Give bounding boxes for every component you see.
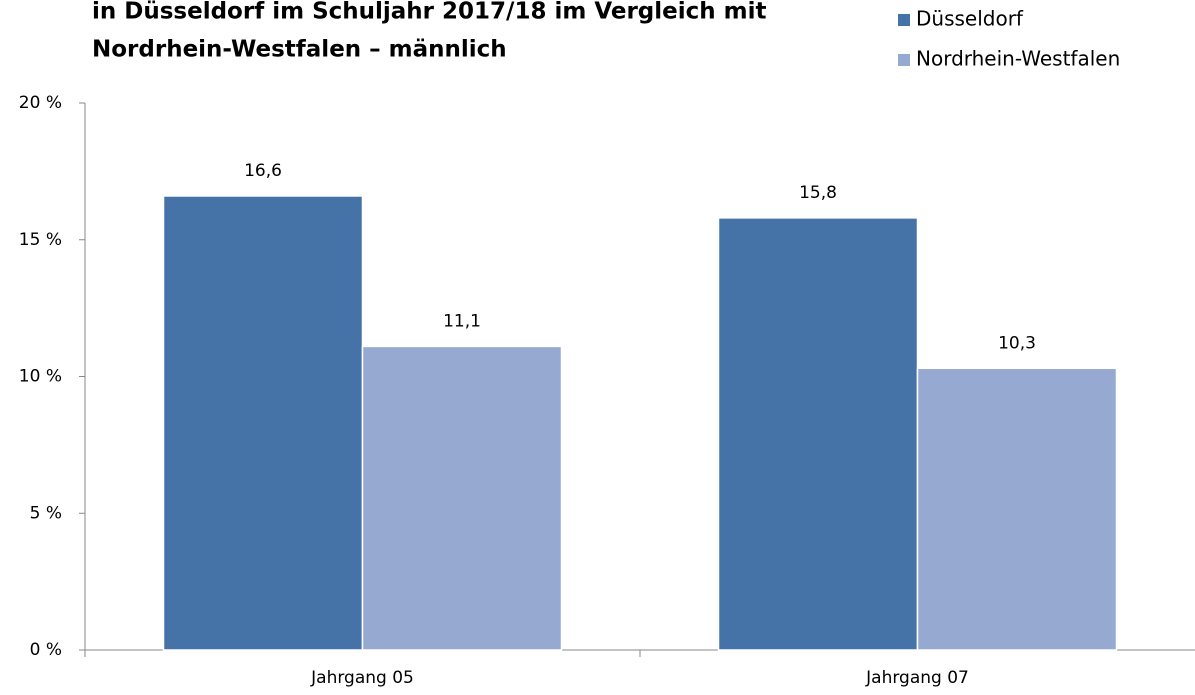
y-tick-label: 15 % [19, 230, 62, 250]
data-label: 16,6 [244, 161, 282, 181]
data-label: 15,8 [799, 183, 837, 203]
bar [361, 345, 563, 651]
legend-swatch [898, 54, 910, 66]
legend-label: Nordrhein-Westfalen [916, 47, 1120, 71]
bar [916, 367, 1118, 651]
x-tick-label: Jahrgang 07 [865, 668, 969, 688]
x-tick-label: Jahrgang 05 [310, 668, 414, 688]
y-tick-label: 20 % [19, 93, 62, 113]
data-label: 11,1 [443, 311, 481, 331]
y-tick-label: 10 % [19, 367, 62, 387]
chart-title: Nordrhein-Westfalen – männlich [92, 37, 507, 63]
bar [717, 217, 919, 651]
legend-swatch [898, 14, 910, 26]
chart-title: in Düsseldorf im Schuljahr 2017/18 im Ve… [92, 0, 767, 25]
y-tick-label: 5 % [30, 503, 62, 523]
legend-label: Düsseldorf [916, 7, 1024, 31]
bar [162, 195, 364, 651]
data-label: 10,3 [998, 333, 1036, 353]
y-tick-label: 0 % [30, 640, 62, 660]
